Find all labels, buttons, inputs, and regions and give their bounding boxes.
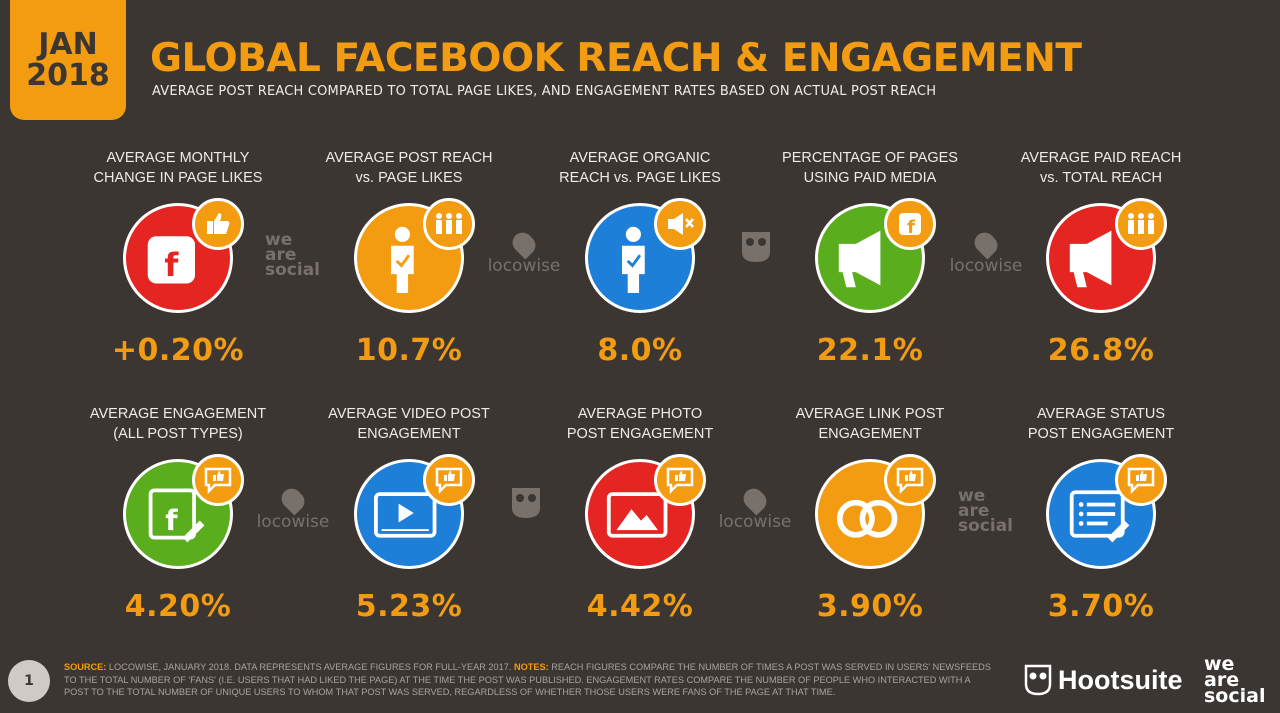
- svg-text:f: f: [165, 504, 178, 537]
- stat-value: 4.42%: [586, 589, 694, 624]
- locowise-pin-icon: [277, 484, 309, 516]
- date-year: 2018: [26, 58, 110, 93]
- hootsuite-logo: Hootsuite: [1024, 664, 1183, 696]
- locowise-pin-icon: [970, 228, 1002, 260]
- stat-card-paid-reach: AVERAGE PAID REACH vs. TOTAL REACH 26.8%: [1001, 148, 1201, 368]
- stat-card-video-engagement: AVERAGE VIDEO POST ENGAGEMENT 5.23%: [309, 404, 509, 624]
- owl-icon: [1024, 664, 1052, 696]
- stat-circle: [354, 454, 475, 569]
- stat-value: +0.20%: [111, 333, 245, 368]
- no-ads-icon: [654, 198, 706, 250]
- stat-label: AVERAGE LINK POST ENGAGEMENT: [795, 406, 945, 442]
- stat-value: 8.0%: [597, 333, 683, 368]
- people-group-icon: [1115, 198, 1167, 250]
- locowise-watermark: locowise: [946, 228, 1026, 276]
- stat-card-engagement-all: AVERAGE ENGAGEMENT (ALL POST TYPES) f 4.…: [78, 404, 278, 624]
- photo-icon: [606, 492, 668, 538]
- stat-card-photo-engagement: AVERAGE PHOTO POST ENGAGEMENT 4.42%: [540, 404, 740, 624]
- page-subtitle: AVERAGE POST REACH COMPARED TO TOTAL PAG…: [152, 84, 937, 99]
- facebook-page-icon: f: [147, 236, 196, 284]
- stat-circle: [354, 198, 475, 313]
- stat-value: 5.23%: [355, 589, 463, 624]
- locowise-watermark: locowise: [715, 484, 795, 532]
- stat-circle: f: [815, 198, 936, 313]
- stat-circle: f: [123, 198, 244, 313]
- stat-card-status-engagement: AVERAGE STATUS POST ENGAGEMENT 3.70%: [1001, 404, 1201, 624]
- stat-label: AVERAGE ORGANIC REACH vs. PAGE LIKES: [559, 150, 721, 186]
- person-check-icon: [622, 226, 645, 293]
- engagement-bubble-icon: [423, 454, 475, 506]
- date-badge: JAN 2018: [10, 0, 126, 120]
- stat-circle: f: [123, 454, 244, 569]
- stat-card-post-reach: AVERAGE POST REACH vs. PAGE LIKES 10.7%: [309, 148, 509, 368]
- stat-value: 3.90%: [816, 589, 924, 624]
- megaphone-icon: [1069, 230, 1112, 288]
- locowise-watermark: locowise: [253, 484, 333, 532]
- stat-card-link-engagement: AVERAGE LINK POST ENGAGEMENT 3.90%: [770, 404, 970, 624]
- stat-card-monthly-change: AVERAGE MONTHLY CHANGE IN PAGE LIKES f +…: [78, 148, 278, 368]
- engagement-bubble-icon: [654, 454, 706, 506]
- stat-card-paid-media: PERCENTAGE OF PAGES USING PAID MEDIA f 2…: [770, 148, 970, 368]
- svg-text:f: f: [907, 217, 915, 237]
- we-are-social-watermark: we are social: [265, 230, 321, 280]
- stat-value: 3.70%: [1047, 589, 1155, 624]
- stat-circle: [1046, 198, 1167, 313]
- video-player-icon: [374, 492, 437, 538]
- stat-label: AVERAGE POST REACH vs. PAGE LIKES: [325, 150, 493, 186]
- svg-text:f: f: [164, 246, 179, 284]
- stat-circle: [585, 198, 706, 313]
- locowise-pin-icon: [508, 228, 540, 260]
- thumbs-up-icon: [192, 198, 244, 250]
- stat-label: AVERAGE MONTHLY CHANGE IN PAGE LIKES: [93, 150, 263, 186]
- footnote: SOURCE: LOCOWISE, JANUARY 2018. DATA REP…: [64, 662, 991, 697]
- stat-label: PERCENTAGE OF PAGES USING PAID MEDIA: [782, 150, 958, 186]
- people-group-icon: [423, 198, 475, 250]
- facebook-icon: f: [884, 198, 936, 250]
- stat-value: 26.8%: [1047, 333, 1155, 368]
- hootsuite-owl-watermark: [508, 484, 544, 520]
- person-check-icon: [391, 226, 414, 293]
- stat-value: 10.7%: [355, 333, 463, 368]
- stat-circle: [585, 454, 706, 569]
- stat-label: AVERAGE VIDEO POST ENGAGEMENT: [328, 406, 490, 442]
- stat-card-organic-reach: AVERAGE ORGANIC REACH vs. PAGE LIKES 8.0…: [540, 148, 740, 368]
- locowise-watermark: locowise: [484, 228, 564, 276]
- megaphone-icon: [838, 230, 881, 288]
- engagement-bubble-icon: [1115, 454, 1167, 506]
- we-are-social-watermark: we are social: [958, 486, 1014, 536]
- stat-circle: [1046, 454, 1167, 569]
- stat-label: AVERAGE STATUS POST ENGAGEMENT: [1027, 406, 1175, 442]
- link-icon: [836, 499, 898, 538]
- we-are-social-logo: we are social: [1204, 653, 1266, 707]
- facebook-post-icon: f: [148, 488, 205, 543]
- engagement-bubble-icon: [192, 454, 244, 506]
- stat-circle: [815, 454, 936, 569]
- locowise-pin-icon: [739, 484, 771, 516]
- stat-value: 4.20%: [124, 589, 232, 624]
- stat-label: AVERAGE ENGAGEMENT (ALL POST TYPES): [89, 406, 267, 442]
- date-month: JAN: [38, 26, 98, 62]
- stat-value: 22.1%: [816, 333, 924, 368]
- page-title: GLOBAL FACEBOOK REACH & ENGAGEMENT: [150, 36, 1082, 81]
- stat-label: AVERAGE PAID REACH vs. TOTAL REACH: [1020, 150, 1182, 186]
- stat-label: AVERAGE PHOTO POST ENGAGEMENT: [566, 406, 714, 442]
- status-text-icon: [1069, 490, 1130, 543]
- hootsuite-owl-watermark: [738, 228, 774, 264]
- engagement-bubble-icon: [884, 454, 936, 506]
- page-number: 1: [8, 660, 50, 702]
